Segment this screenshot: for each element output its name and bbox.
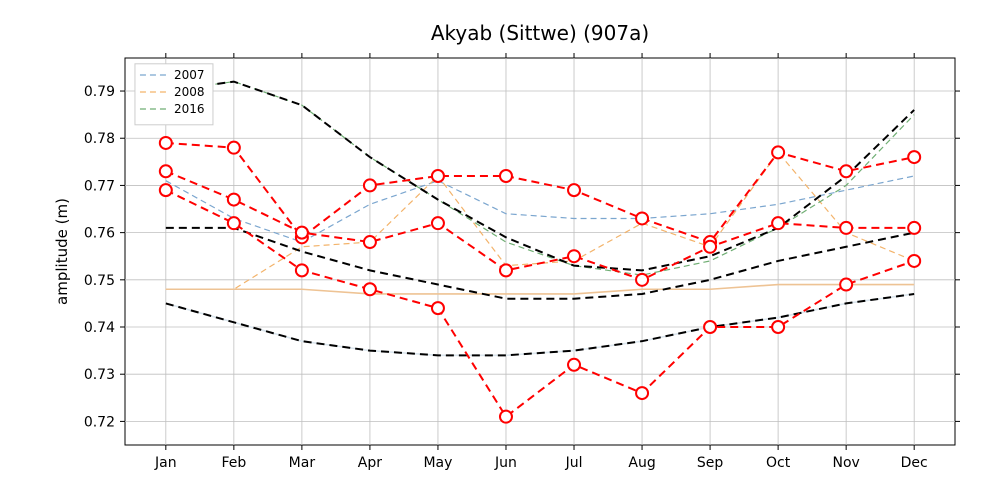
amplitude-chart: 0.72 0.73 0.74 0.75 0.76 0.77 0.78 0.79 Jan Feb Ma…: [0, 0, 1000, 500]
marker: [364, 236, 376, 248]
marker: [908, 151, 920, 163]
xtick-label: Oct: [766, 455, 791, 471]
xtick-label: Mar: [289, 455, 316, 471]
marker: [636, 274, 648, 286]
marker: [772, 217, 784, 229]
ytick-label: 0.78: [84, 131, 115, 147]
xtick-label: Apr: [358, 455, 382, 471]
xtick-label: Sep: [697, 455, 724, 471]
ytick-label: 0.79: [84, 84, 115, 100]
xtick-label: Aug: [628, 455, 655, 471]
marker: [364, 283, 376, 295]
marker: [500, 411, 512, 423]
xtick-label: Jan: [154, 455, 177, 471]
ytick-label: 0.72: [84, 414, 115, 430]
marker: [228, 194, 240, 206]
marker: [840, 222, 852, 234]
marker: [364, 179, 376, 191]
marker: [772, 321, 784, 333]
marker: [908, 222, 920, 234]
marker: [296, 227, 308, 239]
marker: [432, 170, 444, 182]
marker: [500, 170, 512, 182]
legend-label: 2016: [174, 102, 205, 116]
marker: [432, 217, 444, 229]
marker: [432, 302, 444, 314]
legend-label: 2008: [174, 85, 205, 99]
marker: [840, 279, 852, 291]
xtick-label: Jun: [494, 455, 517, 471]
ytick-label: 0.73: [84, 367, 115, 383]
marker: [568, 359, 580, 371]
xtick-label: Nov: [832, 455, 859, 471]
marker: [568, 250, 580, 262]
y-axis-label: amplitude (m): [53, 198, 71, 305]
legend-label: 2007: [174, 68, 205, 82]
xtick-label: Dec: [901, 455, 928, 471]
ytick-label: 0.76: [84, 226, 115, 242]
marker: [568, 184, 580, 196]
xtick-label: May: [423, 455, 452, 471]
marker: [704, 241, 716, 253]
marker: [772, 146, 784, 158]
marker: [636, 387, 648, 399]
marker: [160, 184, 172, 196]
chart-title: Akyab (Sittwe) (907a): [431, 21, 649, 45]
marker: [228, 217, 240, 229]
marker: [636, 212, 648, 224]
marker: [840, 165, 852, 177]
ytick-label: 0.77: [84, 178, 115, 194]
legend: 2007 2008 2016: [135, 64, 213, 125]
xtick-label: Feb: [221, 455, 246, 471]
marker: [160, 165, 172, 177]
ytick-label: 0.75: [84, 273, 115, 289]
marker: [908, 255, 920, 267]
marker: [704, 321, 716, 333]
marker: [228, 142, 240, 154]
ytick-label: 0.74: [84, 320, 115, 336]
marker: [296, 264, 308, 276]
xtick-label: Jul: [565, 455, 583, 471]
marker: [500, 264, 512, 276]
marker: [160, 137, 172, 149]
